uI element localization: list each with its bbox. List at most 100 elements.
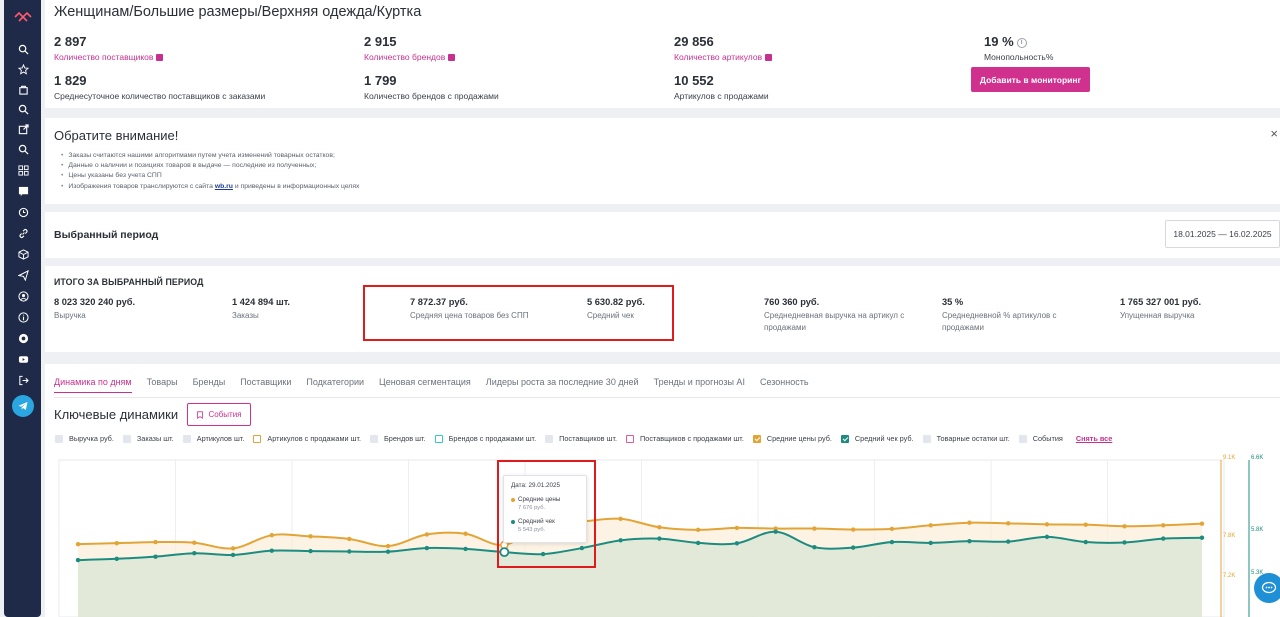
notice-list: Заказы считаются нашими алгоритмами путе… <box>61 151 359 192</box>
legend-brands-sales[interactable]: Брендов с продажами шт. <box>434 434 536 443</box>
external-icon[interactable] <box>16 122 30 136</box>
tab-daily[interactable]: Динамика по дням <box>54 377 132 393</box>
point-avg-price <box>734 525 740 531</box>
star-icon[interactable] <box>16 62 30 76</box>
point-avg-check <box>773 529 778 534</box>
highlight-box <box>363 285 674 341</box>
checkbox[interactable] <box>55 434 63 443</box>
point-avg-check <box>192 551 197 556</box>
tab-price-segments[interactable]: Ценовая сегментация <box>379 377 471 387</box>
wb-link[interactable]: wb.ru <box>214 182 233 190</box>
point-avg-price <box>424 532 430 537</box>
checkbox[interactable] <box>434 434 443 443</box>
point-avg-check <box>230 552 236 558</box>
events-button[interactable]: События <box>187 403 251 426</box>
search-icon[interactable] <box>16 42 30 56</box>
legend-stock[interactable]: Товарные остатки шт. <box>922 434 1010 443</box>
tab-products[interactable]: Товары <box>146 377 178 387</box>
point-avg-price <box>889 526 895 532</box>
breadcrumb: Женщинам/Большие размеры/Верхняя одежда/… <box>54 4 422 20</box>
point-avg-check <box>308 548 313 554</box>
logo[interactable] <box>14 10 32 24</box>
tag-icon[interactable] <box>16 331 30 345</box>
checkbox[interactable] <box>752 434 761 443</box>
checkbox[interactable] <box>840 434 849 443</box>
info-icon[interactable] <box>16 310 30 324</box>
chat-icon[interactable] <box>16 184 30 198</box>
checkbox[interactable] <box>122 434 131 443</box>
grid-icon[interactable] <box>16 163 30 177</box>
point-avg-price <box>385 543 391 549</box>
tab-brands[interactable]: Бренды <box>192 377 226 387</box>
search-icon[interactable] <box>16 142 30 156</box>
checkbox[interactable] <box>253 434 262 443</box>
zoom-icon[interactable] <box>16 102 30 116</box>
point-avg-price <box>192 540 197 545</box>
legend-avg-price[interactable]: Средние цены руб. <box>752 434 832 443</box>
point-avg-price <box>695 527 701 533</box>
checkbox[interactable] <box>370 434 379 443</box>
point-avg-check <box>424 545 430 551</box>
legend-brands[interactable]: Брендов шт. <box>370 434 426 443</box>
youtube-icon[interactable] <box>16 352 30 366</box>
point-avg-price <box>114 540 119 546</box>
tabs-divider <box>54 397 1280 398</box>
checkbox[interactable] <box>1018 434 1027 443</box>
legend-suppliers[interactable]: Поставщиков шт. <box>545 434 617 443</box>
info-icon[interactable]: i <box>1016 37 1027 48</box>
external-link-icon <box>448 53 456 61</box>
legend-events[interactable]: События <box>1018 434 1063 443</box>
stat-daily-suppliers: 1 829 Среднесуточное количество поставщи… <box>54 73 266 101</box>
tab-growth-leaders[interactable]: Лидеры роста за последние 30 дней <box>485 377 639 387</box>
add-to-monitoring-button[interactable]: Добавить в мониторинг <box>971 67 1090 92</box>
stat-articles-sales: 10 552 Артикулов с продажами <box>674 73 769 101</box>
stat-brands-link[interactable]: Количество брендов <box>364 52 456 62</box>
checkbox[interactable] <box>626 434 635 443</box>
clock-icon[interactable] <box>16 205 30 219</box>
bookmark-icon <box>197 410 204 419</box>
legend-suppliers-sales[interactable]: Поставщиков с продажами шт. <box>626 434 744 443</box>
legend-articles[interactable]: Артикулов шт. <box>182 434 244 443</box>
tab-suppliers[interactable]: Поставщики <box>240 377 292 387</box>
point-avg-price <box>850 527 856 532</box>
point-avg-check <box>889 539 895 545</box>
tab-subcategories[interactable]: Подкатегории <box>306 377 365 387</box>
stat-suppliers-link[interactable]: Количество поставщиков <box>54 52 164 62</box>
bag-icon[interactable] <box>16 82 30 96</box>
total-revenue: 8 023 320 240 руб. Выручка <box>54 297 136 320</box>
notice-item: Цены указаны без учета СПП <box>61 171 359 181</box>
legend-revenue[interactable]: Выручка руб. <box>55 434 114 443</box>
tab-trends[interactable]: Тренды и прогнозы AI <box>653 377 745 387</box>
total-daily-articles-pct: 35 % Среднедневной % артикулов с продажам… <box>942 297 1057 332</box>
total-lost-revenue: 1 765 327 001 руб. Упущенная выручка <box>1120 297 1202 320</box>
tab-seasonality[interactable]: Сезонность <box>759 377 809 387</box>
point-avg-price <box>308 534 313 539</box>
checkbox[interactable] <box>182 434 191 443</box>
checkbox[interactable] <box>922 434 931 443</box>
point-avg-price <box>812 526 817 531</box>
point-avg-price <box>657 525 662 530</box>
legend-avg-check[interactable]: Средний чек руб. <box>840 434 914 443</box>
telegram-icon[interactable] <box>12 395 34 417</box>
legend-articles-sales[interactable]: Артикулов с продажами шт. <box>253 434 361 443</box>
axis-label-right-mid: 5.8K <box>1251 527 1264 533</box>
send-icon[interactable] <box>16 268 30 282</box>
line-avg-check <box>77 530 1203 562</box>
point-avg-check <box>1006 539 1011 544</box>
link-icon[interactable] <box>16 226 30 240</box>
stat-articles-link[interactable]: Количество артикулов <box>674 52 773 62</box>
cube-icon[interactable] <box>16 247 30 261</box>
legend-orders[interactable]: Заказы шт. <box>122 434 174 443</box>
logout-icon[interactable] <box>16 373 30 387</box>
point-avg-check <box>1161 536 1166 541</box>
stat-monopoly: 19 % i Монопольность% <box>984 34 1054 62</box>
checkbox[interactable] <box>545 434 554 443</box>
close-icon[interactable]: × <box>1270 126 1278 141</box>
period-panel: Выбранный период 18.01.2025 — 16.02.2025 <box>45 212 1280 258</box>
user-icon[interactable] <box>16 289 30 303</box>
category-header: Женщинам/Большие размеры/Верхняя одежда/… <box>45 0 1280 108</box>
date-range-picker[interactable]: 18.01.2025 — 16.02.2025 <box>1165 220 1280 248</box>
chat-support-button[interactable] <box>1254 573 1280 603</box>
point-avg-check <box>928 540 933 546</box>
reset-all-link[interactable]: Снять все <box>1075 434 1113 443</box>
